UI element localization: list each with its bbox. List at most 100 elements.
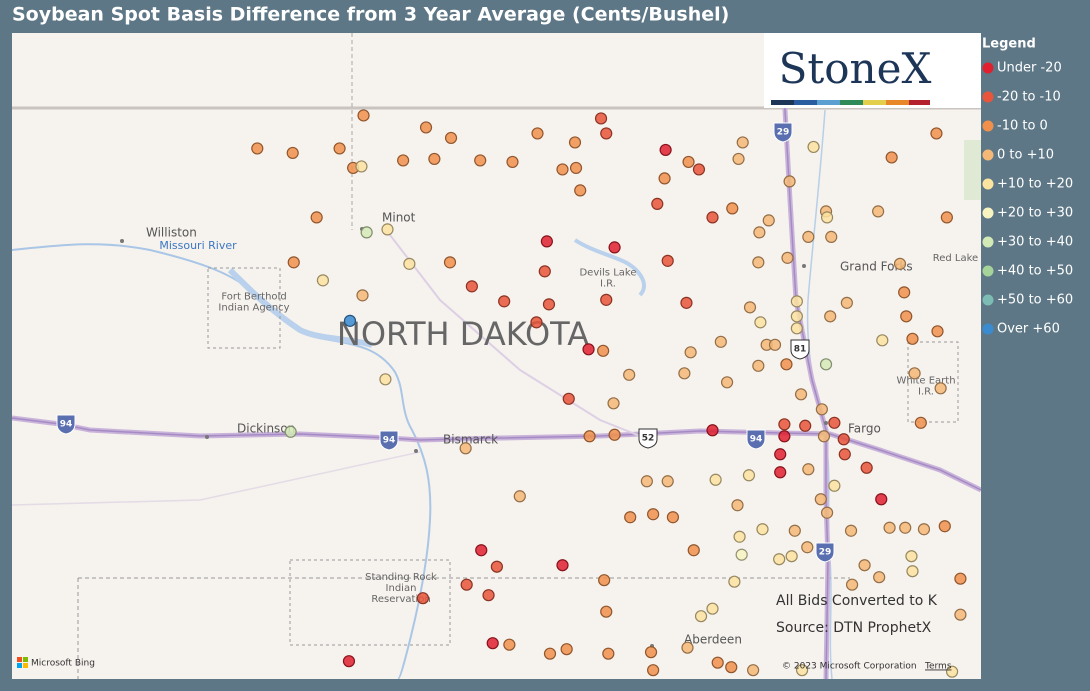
basis-point xyxy=(356,289,369,302)
basis-point xyxy=(753,226,766,239)
legend-swatch xyxy=(982,265,994,277)
basis-point xyxy=(287,256,300,269)
interstate xyxy=(12,417,981,491)
basis-point xyxy=(684,346,697,359)
basis-point xyxy=(503,638,516,651)
basis-point xyxy=(720,376,734,389)
city-label: Minot xyxy=(382,211,416,225)
city-dot xyxy=(802,264,806,268)
basis-point xyxy=(562,392,575,405)
basis-point xyxy=(706,602,719,615)
basis-point xyxy=(531,127,544,140)
label-line: Standing Rock xyxy=(365,572,437,583)
shield-label: 94 xyxy=(383,436,396,446)
city-dot xyxy=(414,449,418,453)
legend-swatch xyxy=(982,323,994,335)
basis-point xyxy=(661,254,674,267)
basis-point xyxy=(781,251,794,264)
basis-point xyxy=(714,335,727,348)
basis-point xyxy=(343,314,357,327)
river-label: Missouri River xyxy=(159,239,237,252)
lake xyxy=(227,267,373,348)
legend-label: +40 to +50 xyxy=(997,264,1073,279)
basis-point xyxy=(542,298,556,311)
label-line: Indian xyxy=(386,583,417,594)
shield-icon xyxy=(790,339,810,360)
basis-point xyxy=(752,359,765,372)
basis-point xyxy=(608,241,621,254)
city-dot xyxy=(824,421,828,425)
basis-point xyxy=(600,605,613,618)
basis-point xyxy=(735,548,748,561)
legend-swatch xyxy=(982,149,994,161)
map-background xyxy=(12,33,981,679)
basis-point xyxy=(906,332,919,345)
basis-point xyxy=(678,367,691,380)
legend-swatch xyxy=(982,62,994,74)
label-line: White Earth xyxy=(896,376,955,387)
basis-point xyxy=(569,161,583,175)
terms-link[interactable]: Terms xyxy=(924,662,952,672)
basis-point xyxy=(860,461,873,474)
basis-point xyxy=(403,257,416,270)
label-line: Missouri River xyxy=(159,239,237,252)
city-dot xyxy=(120,239,124,243)
basis-point xyxy=(905,550,918,563)
basis-point xyxy=(774,448,787,461)
label-line: I.R. xyxy=(918,387,934,398)
basis-point xyxy=(799,419,812,432)
basis-point xyxy=(883,521,896,534)
shield-icon xyxy=(773,122,793,143)
basis-point xyxy=(379,373,392,386)
logo-box xyxy=(764,33,981,108)
basis-point xyxy=(819,358,833,371)
basis-point xyxy=(752,256,765,269)
basis-point xyxy=(783,175,796,188)
basis-point xyxy=(543,647,557,660)
basis-point xyxy=(780,358,793,371)
basis-point xyxy=(661,475,674,488)
basis-point xyxy=(711,656,724,669)
shield-label: 29 xyxy=(777,128,790,138)
basis-point xyxy=(709,473,722,486)
legend-label: +30 to +40 xyxy=(997,235,1073,250)
basis-point xyxy=(498,295,511,308)
basis-point xyxy=(817,430,831,443)
basis-point xyxy=(357,109,370,122)
source: Source: DTN ProphetX xyxy=(776,620,932,636)
basis-point xyxy=(814,493,827,506)
basis-point xyxy=(945,665,959,678)
basis-point xyxy=(692,163,706,176)
basis-point xyxy=(419,121,433,134)
basis-point xyxy=(807,140,820,154)
basis-point xyxy=(762,214,775,227)
basis-point xyxy=(556,163,569,176)
logo: StoneX xyxy=(779,44,932,93)
basis-point xyxy=(706,424,719,437)
basis-point xyxy=(801,541,814,554)
basis-point xyxy=(475,544,488,557)
basis-point xyxy=(790,295,803,308)
basis-point xyxy=(560,643,573,656)
basis-point xyxy=(416,592,430,605)
basis-point xyxy=(680,296,693,309)
basis-point xyxy=(600,127,613,140)
city-label: Bismarck xyxy=(443,433,498,447)
basis-point xyxy=(837,433,850,446)
basis-point xyxy=(397,154,410,167)
basis-point xyxy=(687,544,700,557)
basis-point xyxy=(594,112,608,125)
basis-point xyxy=(954,572,967,585)
legend-label: -20 to -10 xyxy=(997,90,1061,105)
basis-point xyxy=(251,142,264,155)
legend-swatch xyxy=(982,120,994,132)
legend-label: Over +60 xyxy=(997,322,1060,337)
basis-point xyxy=(893,257,907,270)
park xyxy=(964,140,981,200)
basis-point xyxy=(802,230,815,243)
place-label: Red Lake Res xyxy=(933,253,1000,264)
basis-point xyxy=(583,430,596,443)
basis-point xyxy=(815,403,828,416)
